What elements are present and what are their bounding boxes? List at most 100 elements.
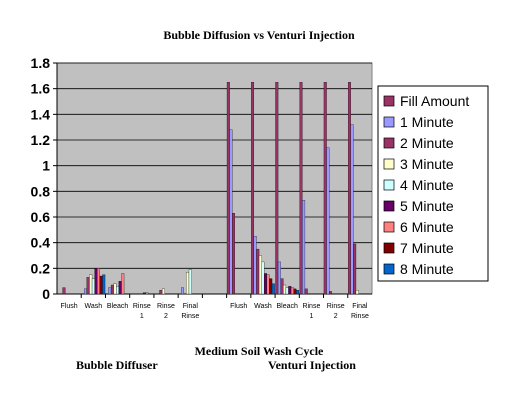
bar — [108, 287, 112, 295]
bar — [253, 236, 257, 295]
bar — [97, 268, 100, 295]
legend-swatch — [383, 137, 395, 149]
legend-swatch — [383, 242, 395, 254]
bar — [118, 281, 122, 295]
legend-label: 5 Minute — [400, 198, 454, 214]
bar — [142, 292, 146, 295]
bar — [159, 289, 163, 295]
chart-title: Bubble Diffusion vs Venturi Injection — [163, 28, 355, 42]
bar — [91, 278, 95, 295]
bar — [293, 288, 297, 295]
bar — [302, 200, 306, 295]
bar — [266, 274, 270, 295]
y-tick-label: 0.8 — [31, 183, 51, 199]
y-tick-label: 0.2 — [31, 260, 51, 276]
legend-label: 2 Minute — [400, 135, 454, 151]
bar — [121, 273, 125, 295]
bar — [277, 261, 281, 295]
bar — [110, 284, 114, 295]
bar — [251, 82, 255, 295]
bar — [116, 286, 120, 295]
x-tick-label: Bleach — [276, 303, 298, 310]
y-tick-label: 1 — [42, 158, 50, 174]
bar — [62, 287, 66, 295]
x-tick-label: Final — [183, 303, 199, 310]
legend-label: 3 Minute — [400, 156, 454, 172]
bar — [89, 274, 93, 295]
bar — [323, 82, 327, 295]
group-label-venturi-injection: Venturi Injection — [268, 358, 356, 372]
bar — [186, 272, 190, 295]
x-tick-label: Flush — [230, 303, 247, 310]
bar — [256, 248, 260, 295]
bar — [353, 243, 357, 295]
bar — [290, 287, 294, 295]
x-tick-label: Rinse — [302, 303, 320, 310]
x-tick-label: Rinse — [351, 313, 369, 320]
x-tick-label: Flush — [61, 303, 78, 310]
legend-box — [377, 85, 489, 282]
legend-label: 8 Minute — [400, 261, 454, 277]
bar — [328, 291, 332, 295]
bar — [355, 289, 359, 295]
legend-label: 4 Minute — [400, 177, 454, 193]
group-label-bubble-diffuser: Bubble Diffuser — [76, 358, 158, 372]
plot-background — [56, 62, 373, 295]
bar — [296, 289, 300, 295]
bar — [229, 129, 233, 295]
y-tick-label: 1.8 — [31, 55, 51, 71]
legend-swatch — [383, 95, 395, 107]
x-tick-label: Wash — [84, 303, 102, 310]
y-tick-label: 0 — [42, 286, 50, 302]
bar — [113, 283, 117, 295]
legend-label: Fill Amount — [400, 93, 469, 109]
bar — [283, 284, 287, 295]
y-tick-label: 1.2 — [31, 132, 51, 148]
bar — [258, 255, 262, 295]
x-tick-label: Rinse — [327, 303, 345, 310]
bar — [288, 286, 292, 295]
x-tick-label: 2 — [334, 313, 338, 320]
bar — [269, 278, 273, 295]
bar — [145, 292, 149, 295]
bar — [232, 212, 235, 295]
bar — [226, 82, 230, 295]
bar — [264, 273, 268, 295]
y-tick-label: 1.6 — [31, 81, 51, 97]
x-tick-label: 1 — [140, 313, 144, 320]
bar — [350, 124, 354, 295]
bar — [304, 288, 308, 295]
bar — [280, 278, 284, 295]
legend-label: 1 Minute — [400, 114, 454, 130]
bar — [181, 287, 184, 295]
x-tick-label: Bleach — [107, 303, 129, 310]
x-tick-label: Final — [352, 303, 368, 310]
x-tick-label: Rinse — [181, 313, 199, 320]
bar — [94, 268, 98, 295]
legend-label: 7 Minute — [400, 240, 454, 256]
bar — [348, 82, 351, 295]
bar — [261, 261, 265, 295]
axes: 0 0.2 0.4 0.6 0.8 1 1.2 1.4 1.6 1.8 Flush Wash Bleac… — [31, 55, 372, 320]
bar — [285, 287, 289, 295]
x-tick-label: 2 — [164, 313, 168, 320]
bar — [299, 82, 303, 295]
bar — [275, 82, 279, 295]
x-axis-title: Medium Soil Wash Cycle — [194, 344, 324, 358]
plot-area — [56, 62, 373, 295]
legend-swatch — [383, 221, 395, 233]
y-tick-label: 1.4 — [31, 106, 51, 122]
bar — [188, 269, 192, 295]
bar — [84, 288, 87, 295]
legend-swatch — [383, 200, 395, 212]
bar — [326, 147, 330, 295]
y-tick-label: 0.4 — [31, 235, 51, 251]
x-tick-label: Rinse — [133, 303, 151, 310]
legend-label: 6 Minute — [400, 219, 454, 235]
legend-swatch — [383, 263, 395, 275]
bars — [62, 82, 359, 295]
x-tick-label: 1 — [309, 313, 313, 320]
bar — [161, 288, 165, 295]
legend: Fill Amount 1 Minute 2 Minute 3 Minute 4 Min… — [377, 85, 489, 282]
